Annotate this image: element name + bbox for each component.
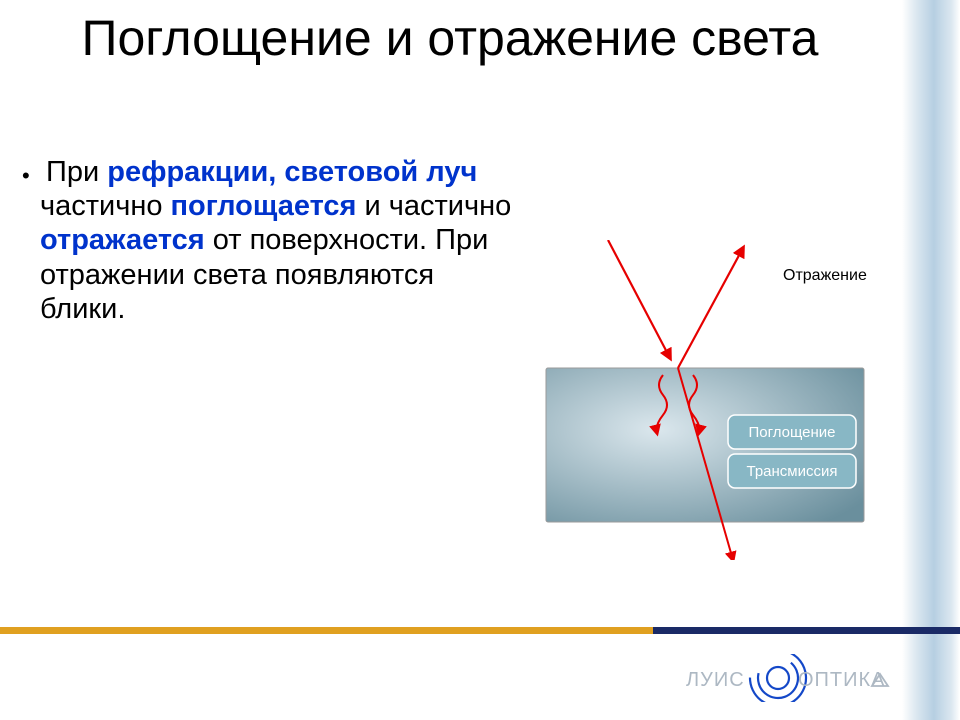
logo-text-right: ОПТИКА [798,669,886,691]
bullet-text: При рефракции, световой луч частично пог… [40,156,511,325]
slide: Поглощение и отражение света • При рефра… [0,0,960,720]
t-pre: При [46,156,107,188]
diagram-svg: Отражение Поглощение Трансмиссия [538,240,898,560]
label-transmission: Трансмиссия [747,463,838,480]
reflected-ray [678,248,743,368]
bullet-paragraph: • При рефракции, световой луч частично п… [40,155,520,326]
brand-logo: ЛУИС ОПТИКА [680,654,890,702]
incident-ray [608,240,670,358]
right-gradient-band [902,0,960,720]
accent-orange [0,627,653,634]
light-diagram: Отражение Поглощение Трансмиссия [538,240,898,560]
bullet-dot: • [22,165,30,187]
logo-text-left: ЛУИС [686,669,745,691]
kw-refraction: рефракции, световой луч [107,156,477,188]
kw-absorb: поглощается [171,190,357,222]
t-mid1: частично [40,190,171,222]
slide-title: Поглощение и отражение света [0,10,900,68]
accent-navy [653,627,960,634]
accent-bar [0,627,960,634]
label-absorption: Поглощение [748,424,835,441]
t-mid2: и частично [356,190,511,222]
kw-reflect: отражается [40,224,205,256]
label-reflection: Отражение [783,267,867,284]
